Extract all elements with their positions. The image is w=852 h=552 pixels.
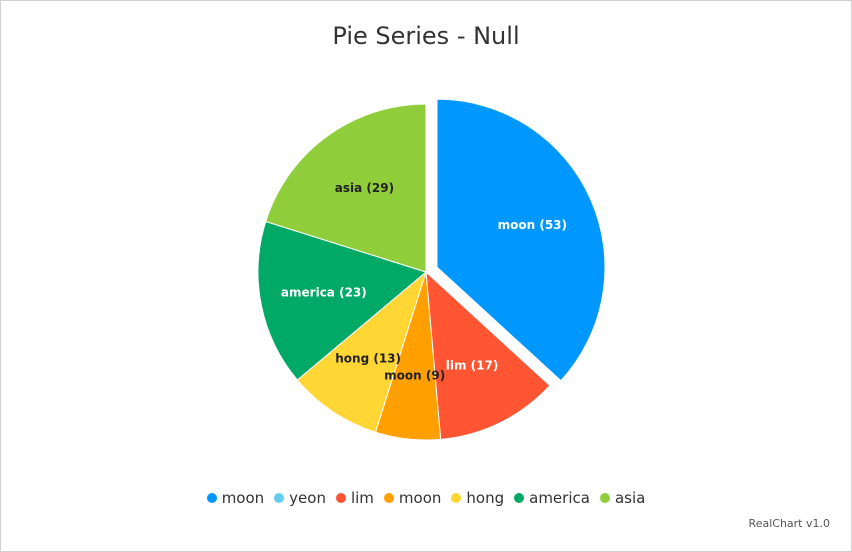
credits: RealChart v1.0 [748,517,830,530]
slice-label-lim-2: lim (17) [446,358,499,372]
legend-label: asia [614,489,646,507]
legend-item-hong-4[interactable]: hong [451,489,504,507]
legend-item-moon-3[interactable]: moon [383,489,442,507]
legend-item-lim-2[interactable]: lim [335,489,374,507]
slice-label-moon-0: moon (53) [498,218,567,232]
pie-slice-america-5[interactable] [257,220,428,381]
legend-item-yeon-1[interactable]: yeon [274,489,326,507]
legend-marker [514,493,525,503]
legend-label: moon [398,489,442,507]
legend-label: yeon [289,489,326,507]
slice-label-asia-6: asia (29) [335,181,394,195]
legend-item-asia-6[interactable]: asia [599,489,646,507]
legend-marker [274,493,285,503]
legend-label: hong [466,489,505,507]
slice-label-america-5: america (23) [281,285,367,299]
legend-marker [383,493,394,503]
legend: moon yeon lim moon hong america asia [0,489,852,507]
legend-marker [206,493,217,503]
slice-label-hong-4: hong (13) [335,352,401,366]
slice-label-moon-3: moon (9) [384,369,445,383]
legend-marker [335,493,346,503]
pie-slice-hong-4[interactable] [296,270,427,433]
legend-item-moon-0[interactable]: moon [206,489,265,507]
legend-label: moon [221,489,265,507]
legend-marker [599,493,610,503]
chart-title: Pie Series - Null [332,22,520,50]
pie-labels: moon (53) lim (17)moon (9) hong (13) americ… [281,181,567,383]
legend-marker [451,493,462,503]
pie-slice-lim-2[interactable] [425,270,551,440]
pie-slices [257,98,606,441]
pie-slice-moon-0[interactable] [436,98,606,382]
pie-slice-asia-6[interactable] [265,103,427,273]
legend-label: lim [350,489,374,507]
legend-label: america [529,489,590,507]
legend-item-america-5[interactable]: america [514,489,590,507]
